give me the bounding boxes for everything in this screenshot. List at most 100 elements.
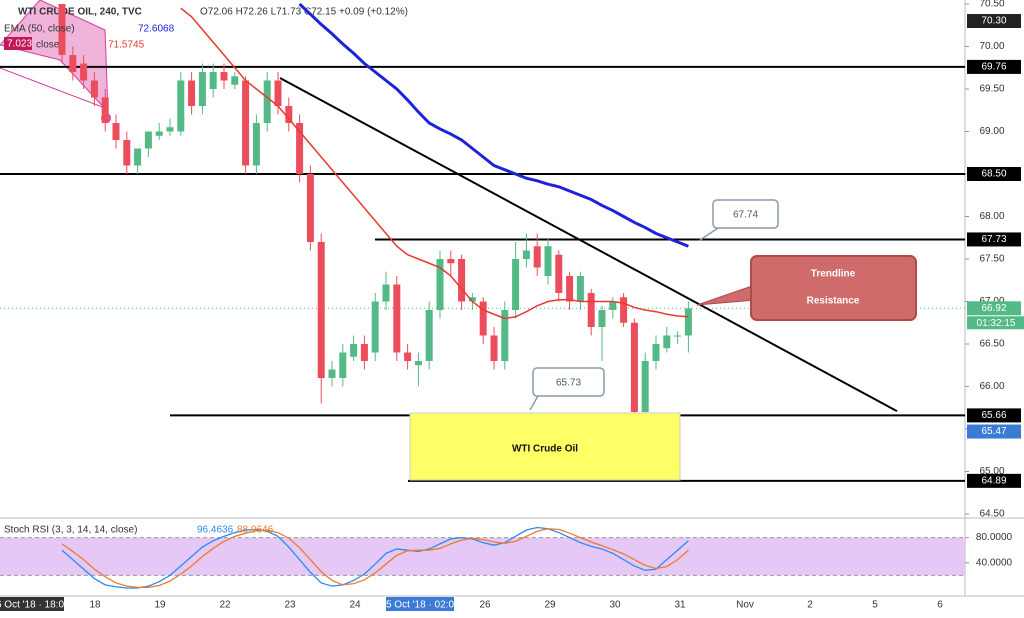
annotation-label: 67.74 [733,210,758,221]
header: WTI CRUDE OIL, 240, TVC O72.06 H72.26 L7… [4,7,408,50]
y-tick-label: 66.00 [979,381,1004,392]
y-tick-label: 67.50 [979,254,1004,265]
price-tag [967,301,1021,316]
candle-body [350,344,358,357]
x-tick-label: 25 Oct '18 · 02:00 [380,600,460,611]
level-tag [967,167,1021,181]
price-tag-label: 66.92 [981,303,1006,314]
level-tag-label: 64.89 [981,475,1006,486]
candle-body [630,322,638,412]
callout-box [750,255,917,321]
candle-body [90,80,98,98]
callout-text: Trendline [811,269,856,280]
candle-body [641,361,649,412]
legend-value: 72.6068 [138,24,175,35]
candle-body [166,127,174,132]
candle-body [155,131,163,136]
candle-body [501,310,509,361]
candle-body [58,4,66,55]
price-tag-label: 70.30 [981,16,1006,27]
symbol: WTI CRUDE OIL, 240, TVC [18,7,142,18]
candle-body [674,335,682,337]
candle-body [328,369,336,378]
candle-body [285,106,293,123]
stoch-line [61,526,689,589]
legend-value: 71.5745 [108,40,145,51]
y-tick-label: 70.00 [979,41,1004,52]
stoch-value: 96.4636 [197,525,234,536]
candle-body [317,242,325,378]
countdown-bg [967,316,1024,330]
level-tag-label: 65.66 [981,410,1006,421]
price-tag [967,424,1021,439]
y-tick-label: 69.50 [979,84,1004,95]
candle-body [101,97,109,123]
candle-body [360,344,368,361]
x-label-bg [386,597,454,611]
candle-body [274,80,282,106]
candle-body [198,72,206,106]
candle-body [522,250,530,259]
candle-body [263,80,271,123]
x-tick-label: 23 [284,600,296,611]
candle-body [663,335,671,349]
level-tag [967,232,1021,247]
stoch-tick-label: 40.0000 [976,557,1013,568]
legend-name: EMA (50, close) [4,24,75,35]
annotation-box [532,367,605,397]
level-tag-label: 67.73 [981,234,1006,245]
y-tick-label: 66.50 [979,339,1004,350]
candle-body [587,293,595,327]
x-tick-label: 26 [479,600,491,611]
candle-body [447,259,455,264]
candle-body [684,308,692,336]
candle-body [652,344,660,361]
indicator-line [180,7,689,320]
stoch-line [61,528,689,589]
candle-body [436,259,444,310]
candle-body [382,284,390,302]
candle-body [80,63,88,81]
y-tick-label: 68.00 [979,211,1004,222]
drawing-line [0,67,106,109]
candle-body [134,148,142,166]
candle-body [209,72,217,89]
level-tag [967,408,1021,423]
candle-body [414,361,422,366]
candle-body [296,123,304,174]
x-tick-label: 2 [807,600,813,611]
candle-body [306,174,314,242]
x-label-bg [0,597,64,611]
candle-body [458,259,466,302]
y-tick-label: 65.00 [979,466,1004,477]
price-tag-label: 65.47 [981,426,1006,437]
x-tick-label: 30 [609,600,621,611]
candle-body [242,80,250,166]
candle-body [188,80,196,106]
annotation-pointer [529,395,539,411]
candle-body [404,352,412,361]
x-tick-label: 31 [674,600,686,611]
legend-name: close [36,40,60,51]
candle-body [533,246,541,268]
stoch-band [0,537,965,576]
stoch-value: 88.9646 [237,525,274,536]
annotation-label: 65.73 [556,378,581,389]
x-tick-label: 29 [544,600,556,611]
ohlc: O72.06 H72.26 L71.73 C72.15 +0.09 (+0.12… [200,7,408,18]
candle-body [252,123,260,166]
level-tag-label: 69.76 [981,62,1006,73]
x-tick-label: 16 Oct '18 · 18:00 [0,600,70,611]
candle-body [144,131,152,149]
price-tag [967,14,1021,28]
annotation-box [712,199,779,229]
candle-body [393,284,401,353]
candle-body [544,246,552,276]
candle-body [123,140,131,166]
candle-body [220,72,228,81]
candle-body [576,276,584,302]
candle-body [620,297,628,323]
badge-bg [4,37,32,50]
x-tick-label: 6 [937,600,943,611]
y-tick-label: 70.50 [979,0,1004,10]
